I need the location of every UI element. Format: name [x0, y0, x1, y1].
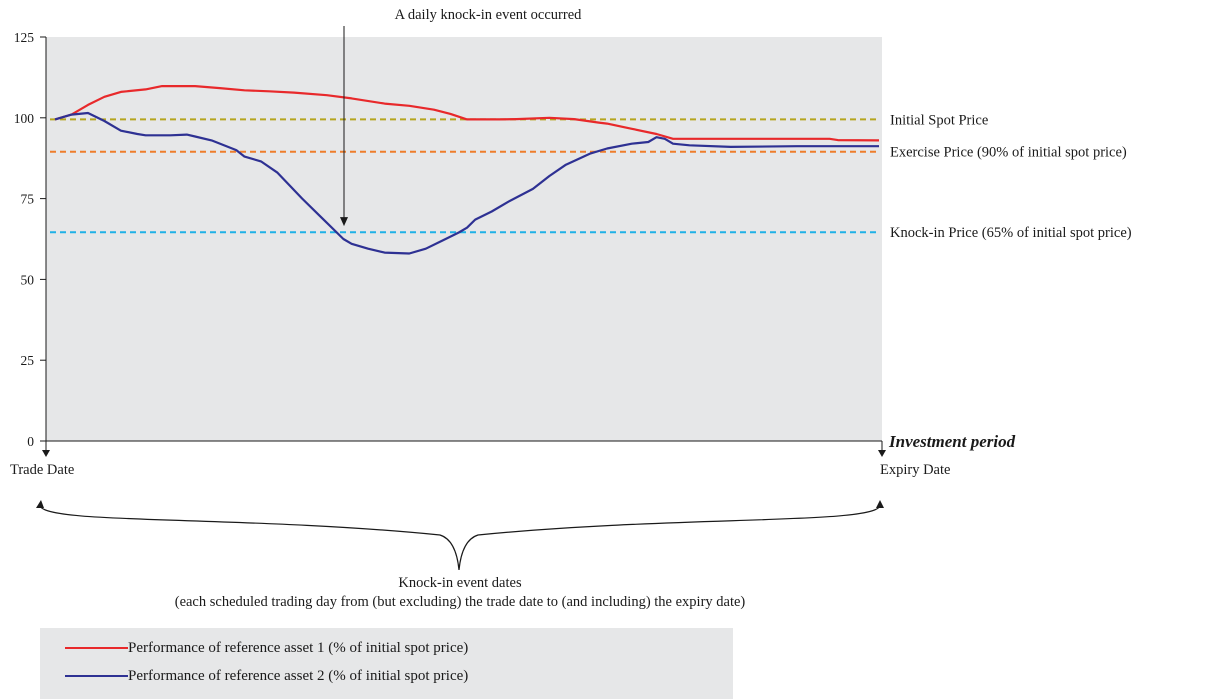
brace-right-arrowhead [876, 500, 884, 508]
legend-swatch-asset-2 [65, 675, 128, 677]
y-tick-label: 125 [14, 30, 35, 45]
y-tick-label: 50 [21, 272, 35, 287]
reference-line-label-2: Knock-in Price (65% of initial spot pric… [890, 225, 1132, 241]
expiry-date-label: Expiry Date [880, 462, 950, 478]
expiry-date-arrowhead [878, 450, 886, 457]
reference-line-label-1: Exercise Price (90% of initial spot pric… [890, 145, 1127, 161]
series-line-asset-2 [54, 111, 879, 255]
knock-in-dates-brace [39, 504, 881, 571]
legend-swatch-asset-1 [65, 647, 128, 649]
x-axis: Trade Date Expiry Date Investment period [10, 432, 1016, 478]
trade-date-label: Trade Date [10, 462, 74, 478]
series-lines [54, 84, 880, 255]
knock-in-dates-caption-line2: (each scheduled trading day from (but ex… [174, 594, 746, 610]
reference-lines: Initial Spot Price Exercise Price (90% of… [50, 112, 1132, 241]
series-line-asset-1 [54, 84, 880, 142]
knock-in-event-arrowhead [340, 217, 348, 227]
y-tick-label: 100 [14, 111, 35, 126]
knock-in-dates-caption-line1: Knock-in event dates [398, 575, 522, 591]
chart: 0 25 50 75 100 125 Trade Date Expiry Date Inves… [10, 7, 1132, 571]
y-tick-label: 25 [21, 353, 35, 368]
plot-area [46, 37, 882, 441]
trade-date-arrowhead [42, 450, 50, 457]
legend-label-asset-2: Performance of reference asset 2 (% of i… [128, 667, 469, 684]
annotations: A daily knock-in event occurred [340, 7, 583, 227]
y-tick-label: 75 [21, 192, 35, 207]
legend-item-asset-1: Performance of reference asset 1 (% of i… [65, 637, 468, 659]
legend-item-asset-2: Performance of reference asset 2 (% of i… [65, 665, 468, 687]
legend-label-asset-1: Performance of reference asset 1 (% of i… [128, 639, 469, 656]
brace-left-arrowhead [36, 500, 44, 508]
knock-in-event-annotation: A daily knock-in event occurred [395, 7, 583, 23]
plot-background [46, 37, 882, 441]
y-axis: 0 25 50 75 100 125 [14, 30, 47, 449]
reference-line-label-0: Initial Spot Price [890, 112, 988, 128]
legend: Performance of reference asset 1 (% of i… [40, 628, 733, 699]
y-tick-label: 0 [27, 434, 34, 449]
x-axis-title: Investment period [888, 432, 1016, 451]
